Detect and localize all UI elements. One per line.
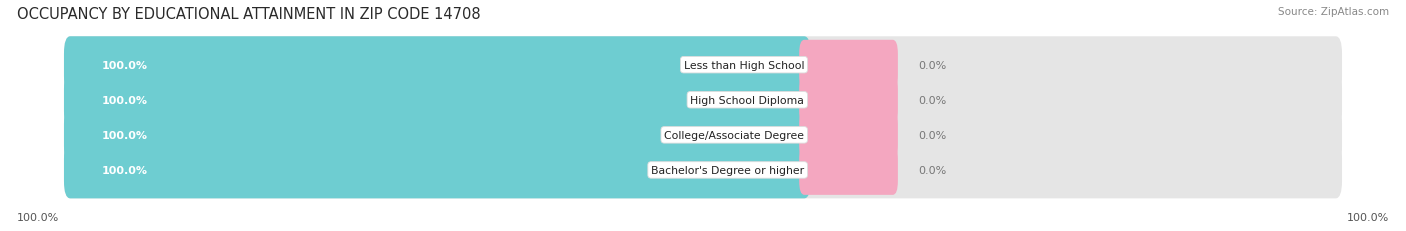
Text: 100.0%: 100.0% [103, 61, 148, 70]
FancyBboxPatch shape [65, 72, 810, 129]
FancyBboxPatch shape [65, 142, 1343, 198]
Text: High School Diploma: High School Diploma [690, 95, 804, 105]
Text: OCCUPANCY BY EDUCATIONAL ATTAINMENT IN ZIP CODE 14708: OCCUPANCY BY EDUCATIONAL ATTAINMENT IN Z… [17, 7, 481, 22]
Text: 100.0%: 100.0% [103, 95, 148, 105]
FancyBboxPatch shape [799, 76, 898, 125]
FancyBboxPatch shape [799, 41, 898, 90]
Text: Bachelor's Degree or higher: Bachelor's Degree or higher [651, 165, 804, 175]
Text: Less than High School: Less than High School [683, 61, 804, 70]
FancyBboxPatch shape [65, 107, 1343, 164]
Text: 100.0%: 100.0% [1347, 212, 1389, 222]
Text: 100.0%: 100.0% [17, 212, 59, 222]
FancyBboxPatch shape [65, 37, 1343, 94]
Text: 0.0%: 0.0% [918, 130, 946, 140]
Text: 0.0%: 0.0% [918, 95, 946, 105]
Text: 100.0%: 100.0% [103, 130, 148, 140]
FancyBboxPatch shape [65, 37, 810, 94]
Text: Source: ZipAtlas.com: Source: ZipAtlas.com [1278, 7, 1389, 17]
FancyBboxPatch shape [799, 145, 898, 195]
FancyBboxPatch shape [799, 110, 898, 160]
FancyBboxPatch shape [65, 107, 810, 164]
FancyBboxPatch shape [65, 142, 810, 198]
FancyBboxPatch shape [65, 72, 1343, 129]
Text: 100.0%: 100.0% [103, 165, 148, 175]
Text: 0.0%: 0.0% [918, 61, 946, 70]
Text: College/Associate Degree: College/Associate Degree [664, 130, 804, 140]
Text: 0.0%: 0.0% [918, 165, 946, 175]
